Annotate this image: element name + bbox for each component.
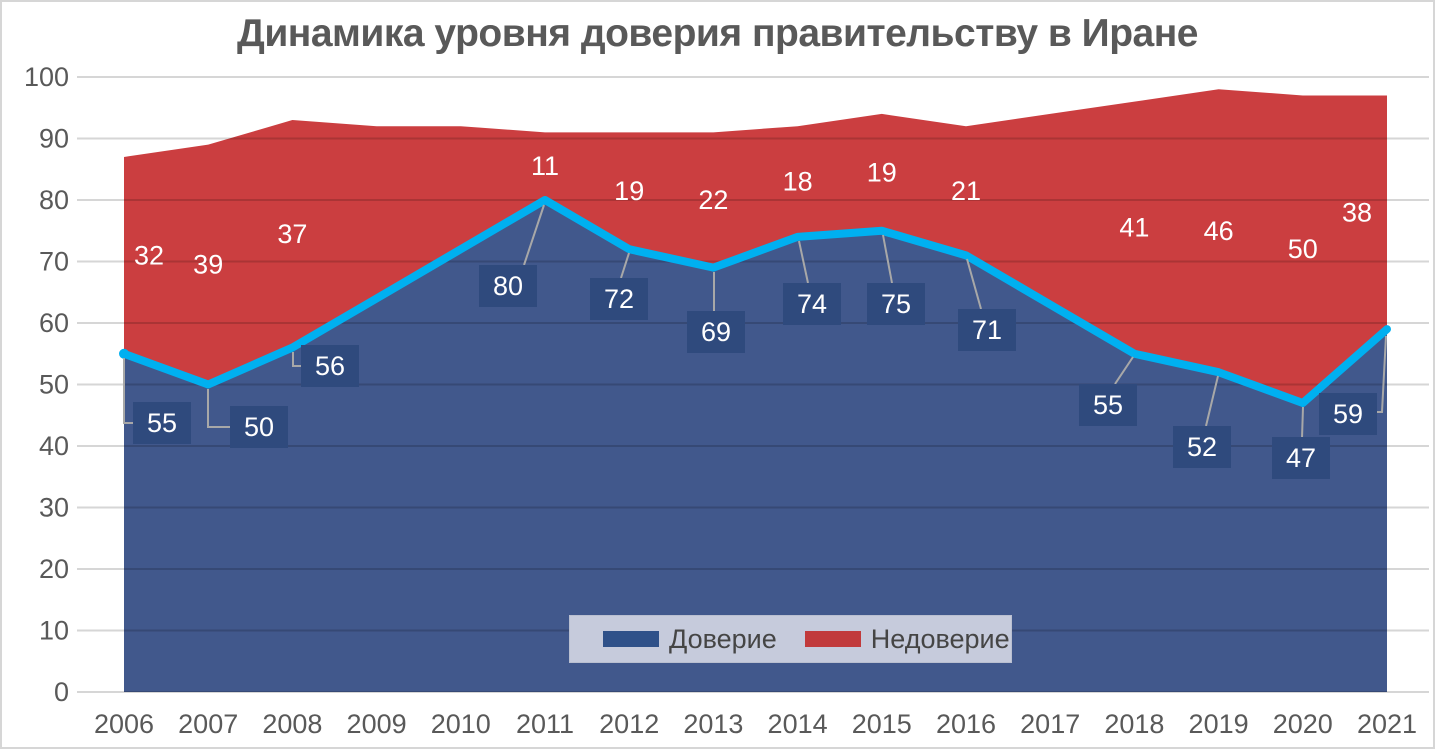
data-label-distrust: 32 [134, 240, 164, 270]
data-label-distrust: 18 [783, 167, 813, 197]
leader-line [523, 204, 545, 266]
trust-swatch-icon [603, 631, 659, 647]
leader-line [1114, 356, 1134, 385]
trust-label-box [783, 283, 841, 325]
data-label-distrust: 39 [193, 250, 223, 280]
x-tick-label: 2012 [599, 709, 659, 739]
x-tick-label: 2007 [178, 709, 238, 739]
data-label-distrust: 19 [867, 157, 897, 187]
data-label-distrust: 19 [614, 176, 644, 206]
data-label-trust: 56 [315, 351, 345, 381]
x-tick-label: 2016 [936, 709, 996, 739]
data-label-trust: 52 [1187, 432, 1217, 462]
distrust-area-shape [124, 89, 1387, 403]
legend-label-trust: Доверие [669, 623, 777, 654]
x-tick-label: 2020 [1273, 709, 1333, 739]
leader-line [966, 258, 982, 310]
y-tick-label: 70 [39, 247, 69, 277]
x-tick-label: 2009 [347, 709, 407, 739]
trust-line [120, 196, 1391, 407]
trust-label-box [1079, 384, 1137, 426]
y-tick-label: 10 [39, 616, 69, 646]
trust-label-box [230, 406, 288, 448]
data-label-distrust: 21 [951, 176, 981, 206]
trust-label-box [301, 345, 359, 387]
legend-item-distrust: Недоверие [804, 623, 1010, 655]
trust-label-box [133, 402, 191, 444]
trust-label-box [1272, 437, 1330, 479]
trust-label-box [479, 265, 537, 307]
trust-label-box [867, 283, 925, 325]
leader-line [620, 252, 630, 279]
leader-line [1205, 375, 1219, 427]
x-tick-label: 2021 [1357, 709, 1417, 739]
trust-label-box [1319, 393, 1377, 435]
chart-title: Динамика уровня доверия правительству в … [237, 12, 1198, 55]
trust-label-box [590, 278, 648, 320]
data-label-trust: 55 [147, 408, 177, 438]
trust-label-box [1173, 426, 1231, 468]
y-tick-label: 90 [39, 124, 69, 154]
data-label-trust: 72 [604, 284, 634, 314]
y-tick-label: 50 [39, 370, 69, 400]
x-tick-label: 2018 [1104, 709, 1164, 739]
trust-label-box [958, 309, 1016, 351]
data-label-distrust: 22 [698, 185, 728, 215]
x-tick-label: 2006 [94, 709, 154, 739]
trust-area-shape [124, 200, 1387, 692]
data-label-trust: 59 [1333, 399, 1363, 429]
x-tick-label: 2008 [262, 709, 322, 739]
data-label-trust: 74 [797, 289, 827, 319]
x-tick-label: 2014 [768, 709, 828, 739]
leader-line [798, 240, 809, 284]
x-tick-label: 2013 [683, 709, 743, 739]
legend: Доверие Недоверие [569, 615, 1012, 663]
y-tick-label: 0 [54, 677, 69, 707]
y-tick-label: 100 [24, 62, 69, 92]
data-label-distrust: 38 [1342, 197, 1372, 227]
leader-line [292, 352, 301, 367]
x-tick-label: 2015 [852, 709, 912, 739]
leader-line [882, 234, 893, 284]
data-label-trust: 71 [972, 315, 1002, 345]
distrust-swatch-icon [804, 631, 861, 647]
x-tick-label: 2017 [1020, 709, 1080, 739]
y-tick-label: 80 [39, 185, 69, 215]
data-label-trust: 80 [493, 271, 523, 301]
data-label-trust: 55 [1093, 390, 1123, 420]
data-label-distrust: 46 [1204, 216, 1234, 246]
x-tick-label: 2010 [431, 709, 491, 739]
data-label-trust: 69 [701, 317, 731, 347]
data-label-distrust: 37 [277, 219, 307, 249]
y-tick-label: 30 [39, 493, 69, 523]
trust-line-start-dot [119, 348, 129, 359]
x-tick-label: 2019 [1189, 709, 1249, 739]
data-label-distrust: 41 [1119, 213, 1149, 243]
y-tick-label: 60 [39, 308, 69, 338]
trust-label-box [687, 311, 745, 353]
legend-label-distrust: Недоверие [870, 623, 1010, 654]
leader-line [123, 358, 136, 424]
y-tick-label: 40 [39, 431, 69, 461]
data-label-distrust: 11 [531, 151, 559, 181]
data-label-trust: 75 [881, 289, 911, 319]
leader-line [207, 389, 230, 428]
data-label-distrust: 50 [1288, 234, 1318, 264]
legend-item-trust: Доверие [603, 624, 777, 655]
data-label-trust: 47 [1286, 443, 1316, 473]
leader-line [1301, 406, 1304, 439]
data-label-trust: 50 [244, 412, 274, 442]
x-tick-label: 2011 [516, 709, 574, 739]
y-tick-label: 20 [39, 554, 69, 584]
